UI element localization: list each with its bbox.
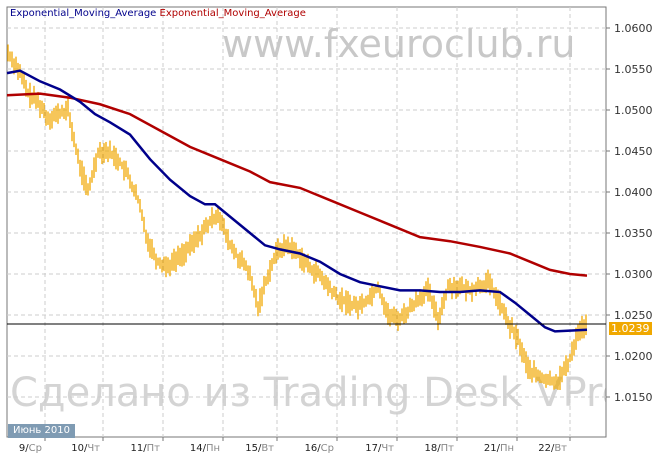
y-tick-label: 1.0400 [614, 186, 653, 199]
y-tick-label: 1.0600 [614, 22, 653, 35]
x-tick-label: 14/Пн [190, 443, 220, 454]
current-price-tag: 1.0239 [609, 322, 652, 335]
x-tick-label: 10/Чт [71, 443, 100, 454]
x-tick-label: 18/Пт [425, 443, 455, 454]
watermark-wrap: Сделано из Trading Desk VPro [7, 366, 606, 420]
y-tick-label: 1.0550 [614, 63, 653, 76]
y-tick-label: 1.0500 [614, 104, 653, 117]
x-tick-label: 16/Ср [305, 443, 334, 454]
y-tick-label: 1.0300 [614, 268, 653, 281]
legend-ema-blue: Exponential_Moving_Average [10, 8, 157, 19]
y-tick-label: 1.0450 [614, 145, 653, 158]
x-tick-label: 21/Пн [484, 443, 514, 454]
plot-frame [6, 6, 607, 438]
legend: Exponential_Moving_Average Exponential_M… [10, 8, 306, 20]
y-tick-label: 1.0150 [614, 391, 653, 404]
watermark-made-with: Сделано из Trading Desk VPro [10, 370, 606, 416]
legend-ema-red: Exponential_Moving_Average [159, 8, 306, 19]
ema-red-line [6, 92, 588, 277]
y-tick-label: 1.0250 [614, 309, 653, 322]
x-tick-label: 22/Вт [538, 443, 567, 454]
x-tick-label: 17/Чт [365, 443, 394, 454]
y-tick-label: 1.0200 [614, 350, 653, 363]
y-tick-label: 1.0350 [614, 227, 653, 240]
x-tick-label: 9/Ср [19, 443, 42, 454]
ema-blue-line [6, 69, 588, 333]
month-label: Июнь 2010 [8, 424, 75, 438]
x-tick-label: 11/Пт [131, 443, 161, 454]
x-tick-label: 15/Вт [245, 443, 274, 454]
